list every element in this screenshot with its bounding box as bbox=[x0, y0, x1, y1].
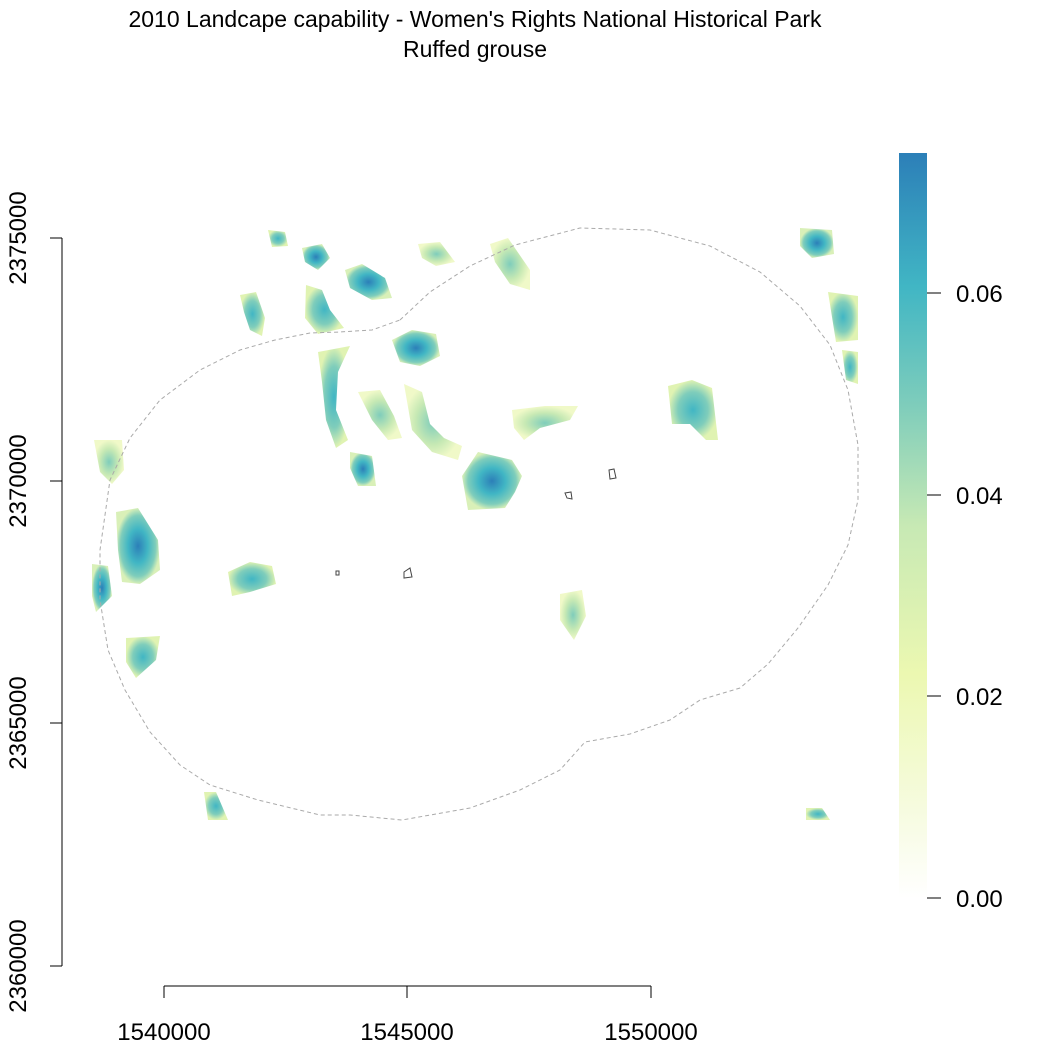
habitat-patch bbox=[560, 590, 586, 640]
habitat-patch bbox=[204, 792, 228, 820]
habitat-patch bbox=[92, 564, 112, 612]
habitat-patch bbox=[350, 452, 376, 486]
colorbar-tick-label: 0.04 bbox=[956, 483, 1003, 510]
y-tick-label: 2375000 bbox=[5, 191, 32, 284]
park-unit-polygon bbox=[564, 491, 573, 500]
habitat-patch bbox=[358, 390, 402, 440]
park-unit-polygon bbox=[403, 567, 413, 579]
x-tick-label: 1550000 bbox=[604, 1019, 697, 1046]
habitat-patch bbox=[268, 230, 288, 247]
colorbar-tick-label: 0.00 bbox=[956, 886, 1003, 913]
y-axis bbox=[50, 237, 63, 967]
park-buffer-boundary bbox=[99, 227, 859, 821]
habitat-raster bbox=[92, 228, 858, 820]
habitat-patch bbox=[512, 406, 578, 440]
habitat-patch bbox=[126, 636, 160, 678]
habitat-patch bbox=[345, 264, 392, 300]
habitat-patch bbox=[842, 350, 858, 384]
map-title: 2010 Landcape capability - Women's Right… bbox=[128, 6, 822, 32]
colorbar bbox=[899, 153, 927, 898]
habitat-patch bbox=[800, 228, 834, 258]
habitat-patch bbox=[318, 346, 350, 448]
habitat-patch bbox=[116, 508, 160, 584]
habitat-patch bbox=[828, 292, 858, 342]
habitat-patch bbox=[240, 292, 265, 336]
habitat-patch bbox=[418, 242, 455, 266]
park-unit-polygon bbox=[335, 570, 340, 576]
colorbar-tick-label: 0.02 bbox=[956, 684, 1003, 711]
x-tick-label: 1545000 bbox=[360, 1019, 453, 1046]
map-subtitle: Ruffed grouse bbox=[402, 36, 548, 62]
y-tick-label: 2360000 bbox=[5, 919, 32, 1012]
habitat-patch bbox=[490, 238, 530, 290]
colorbar-tick-label: 0.06 bbox=[956, 281, 1003, 308]
colorbar-ticks bbox=[927, 292, 941, 899]
habitat-patch bbox=[94, 440, 124, 484]
habitat-patch bbox=[404, 384, 462, 460]
habitat-patch bbox=[462, 452, 522, 510]
habitat-patch bbox=[305, 285, 344, 334]
park-unit-polygons bbox=[335, 468, 617, 579]
y-tick-label: 2370000 bbox=[5, 434, 32, 527]
x-axis bbox=[163, 985, 652, 998]
habitat-patch bbox=[228, 562, 276, 596]
park-unit-polygon bbox=[608, 468, 617, 480]
habitat-patch bbox=[392, 330, 440, 366]
habitat-patch bbox=[668, 380, 718, 440]
x-tick-label: 1540000 bbox=[117, 1019, 210, 1046]
habitat-patch bbox=[806, 808, 830, 820]
habitat-patch bbox=[302, 244, 330, 270]
y-tick-label: 2365000 bbox=[5, 676, 32, 769]
